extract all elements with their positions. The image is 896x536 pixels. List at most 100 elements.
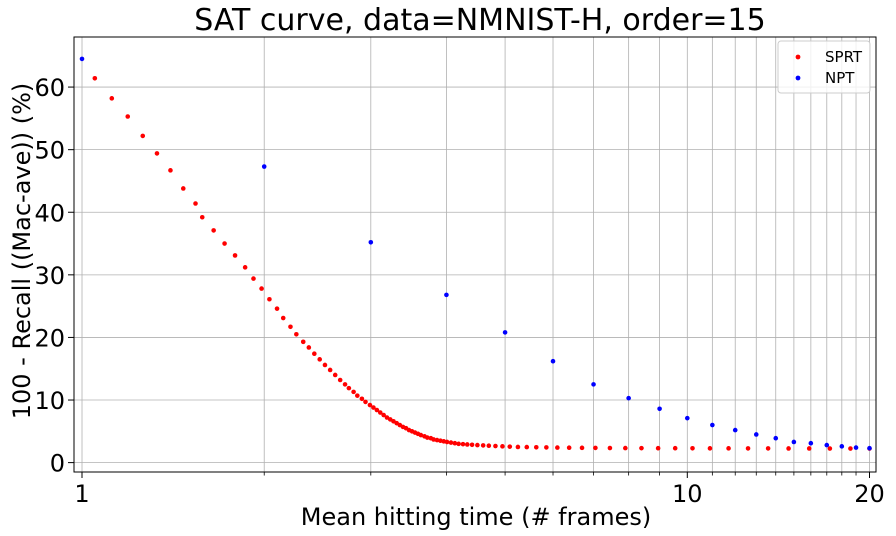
data-point-npt	[824, 442, 830, 448]
data-point-sprt	[342, 382, 348, 387]
y-tick-label: 20	[34, 324, 65, 352]
data-point-sprt	[786, 446, 791, 451]
data-point-sprt	[355, 393, 360, 398]
y-tick-label: 30	[34, 262, 65, 290]
x-tick-label: 10	[672, 480, 703, 508]
data-point-sprt	[765, 446, 771, 451]
data-point-sprt	[274, 306, 280, 311]
data-point-sprt	[374, 407, 380, 413]
data-point-npt	[710, 422, 715, 428]
data-points	[79, 56, 872, 451]
grid-lines	[74, 37, 876, 472]
data-point-sprt	[346, 385, 352, 391]
data-point-npt	[626, 395, 631, 401]
legend-label-sprt: SPRT	[825, 48, 863, 66]
plot-area-frame	[73, 36, 877, 473]
data-point-npt	[867, 445, 872, 451]
y-axis-label: 100 - Recall ((Mac-ave)) (%)	[8, 83, 36, 420]
data-point-sprt	[469, 442, 475, 448]
data-point-npt	[657, 406, 662, 412]
data-point-sprt	[544, 445, 549, 450]
legend: SPRT NPT	[777, 40, 871, 94]
data-point-sprt	[109, 96, 115, 101]
data-point-npt	[808, 440, 814, 446]
data-point-npt	[591, 382, 596, 387]
data-point-sprt	[168, 168, 173, 173]
data-point-npt	[839, 444, 845, 449]
data-point-sprt	[579, 445, 585, 451]
data-point-sprt	[300, 339, 306, 345]
y-tick-label: 0	[50, 450, 65, 478]
data-point-sprt	[199, 214, 205, 220]
data-point-sprt	[827, 446, 833, 451]
data-point-npt	[753, 432, 759, 437]
legend-marker-sprt	[795, 54, 801, 60]
y-tick-label: 40	[34, 199, 65, 227]
data-point-sprt	[524, 444, 530, 450]
data-point-sprt	[425, 435, 430, 440]
data-point-sprt	[655, 445, 661, 451]
data-point-sprt	[371, 405, 376, 410]
data-point-sprt	[745, 446, 751, 451]
data-point-npt	[853, 445, 859, 450]
data-point-sprt	[452, 440, 458, 446]
data-point-sprt	[312, 351, 317, 357]
data-point-sprt	[486, 443, 492, 449]
data-point-npt	[444, 292, 449, 298]
data-point-sprt	[444, 439, 450, 445]
data-point-npt	[261, 164, 267, 169]
data-point-sprt	[639, 445, 644, 451]
data-point-sprt	[367, 402, 373, 408]
data-point-sprt	[533, 444, 539, 450]
legend-marker-npt	[795, 75, 801, 81]
data-point-sprt	[555, 445, 560, 450]
x-tick-label: 1	[74, 480, 89, 508]
data-point-sprt	[322, 362, 328, 368]
data-point-npt	[502, 330, 508, 335]
y-tick-label: 10	[34, 387, 65, 415]
legend-box	[777, 40, 871, 94]
data-point-sprt	[493, 443, 498, 449]
x-axis-label: Mean hitting time (# frames)	[301, 503, 651, 531]
data-point-sprt	[806, 446, 812, 451]
data-point-sprt	[566, 445, 572, 451]
data-point-sprt	[607, 445, 613, 451]
data-point-sprt	[431, 437, 436, 442]
data-point-sprt	[180, 186, 186, 191]
data-point-sprt	[460, 441, 466, 447]
data-point-sprt	[251, 276, 256, 281]
data-point-sprt	[381, 412, 386, 418]
data-point-sprt	[623, 445, 628, 451]
x-tick-label: 20	[854, 480, 885, 508]
data-point-sprt	[690, 445, 695, 451]
data-point-sprt	[726, 446, 731, 451]
data-point-sprt	[242, 265, 248, 270]
data-point-npt	[684, 415, 690, 421]
data-point-sprt	[377, 410, 383, 415]
data-point-sprt	[464, 442, 470, 447]
data-point-sprt	[707, 446, 713, 451]
data-point-sprt	[480, 443, 486, 448]
data-point-sprt	[507, 444, 513, 449]
data-point-sprt	[351, 389, 356, 395]
data-point-npt	[79, 56, 85, 62]
data-point-sprt	[267, 296, 272, 302]
data-point-sprt	[593, 445, 598, 451]
data-point-sprt	[327, 367, 333, 373]
data-point-sprt	[294, 332, 299, 337]
y-tick-label: 50	[34, 137, 65, 165]
data-point-npt	[732, 427, 738, 433]
data-point-sprt	[193, 201, 198, 206]
data-point-sprt	[306, 345, 312, 350]
data-point-sprt	[515, 444, 521, 450]
data-point-sprt	[456, 441, 461, 447]
data-point-npt	[773, 435, 779, 441]
data-point-sprt	[154, 151, 160, 156]
data-point-sprt	[418, 432, 424, 438]
data-point-sprt	[332, 372, 338, 378]
data-point-sprt	[92, 76, 98, 81]
axis-ticks: 1 10 20 0 10 20 30 40 50 60	[34, 74, 884, 508]
data-point-sprt	[140, 133, 146, 139]
data-point-sprt	[125, 114, 131, 119]
data-point-sprt	[337, 377, 343, 383]
